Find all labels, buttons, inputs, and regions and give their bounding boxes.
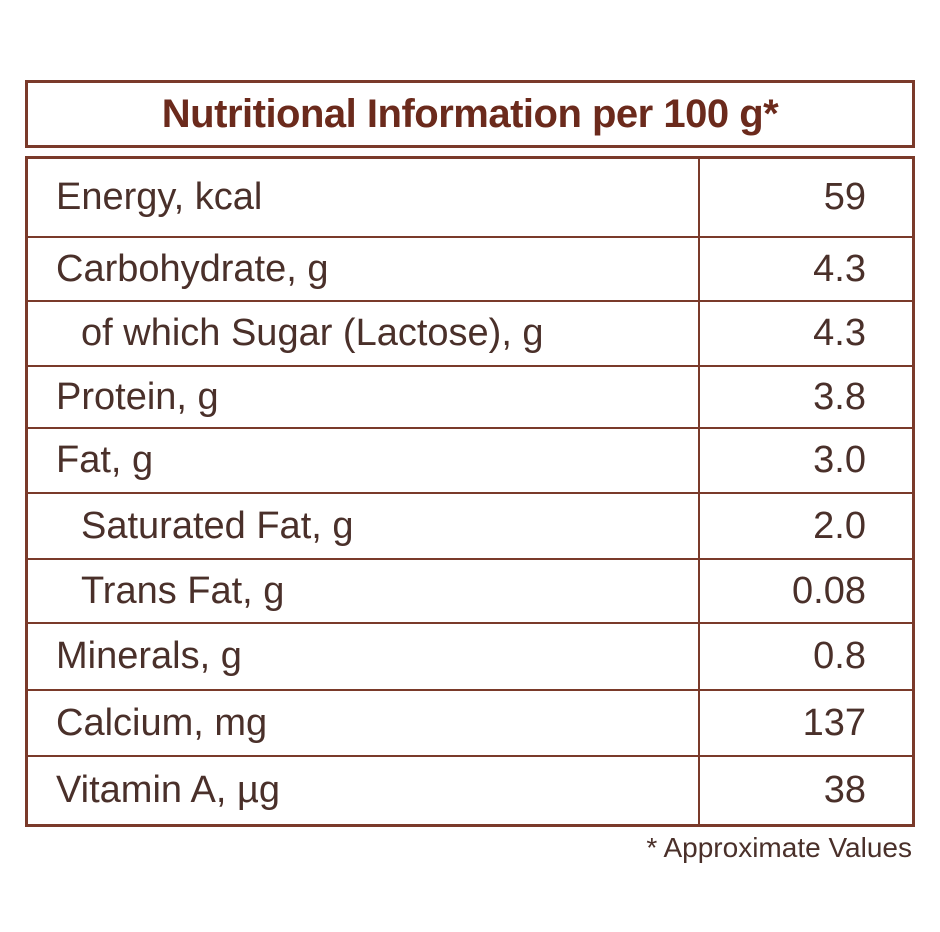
row-value: 4.3 [813,312,866,354]
row-value: 0.08 [792,569,866,612]
column-divider [698,159,700,824]
row-value: 3.8 [813,375,866,418]
row-label: Fat, g [56,439,154,481]
row-label: Minerals, g [56,635,242,677]
row-label: Trans Fat, g [81,569,285,612]
table-row: Saturated Fat, g 2.0 [28,492,912,558]
row-label: Saturated Fat, g [81,504,354,547]
row-label: Carbohydrate, g [56,247,329,290]
footnote: * Approximate Values [646,832,912,863]
table-row: Fat, g 3.0 [28,427,912,492]
table-row: Protein, g 3.8 [28,365,912,427]
row-label: Calcium, mg [56,701,268,744]
row-label: Vitamin A, µg [56,769,280,811]
row-label: Energy, kcal [56,176,263,218]
row-value: 137 [802,701,866,744]
table-row: Trans Fat, g 0.08 [28,558,912,622]
row-value: 59 [823,176,866,218]
row-label: Protein, g [56,375,219,418]
title-box: Nutritional Information per 100 g* [25,80,915,148]
nutrition-table: Energy, kcal 59 Carbohydrate, g 4.3 of which… [25,156,915,827]
title: Nutritional Information per 100 g* [161,91,779,136]
row-value: 4.3 [813,247,866,290]
table-row: Calcium, mg 137 [28,689,912,755]
row-label: of which Sugar (Lactose), g [81,312,544,354]
table-row: Carbohydrate, g 4.3 [28,236,912,300]
row-value: 38 [823,769,866,811]
row-value: 3.0 [813,439,866,481]
table-row: Minerals, g 0.8 [28,622,912,689]
row-value: 2.0 [813,504,866,547]
table-row: Vitamin A, µg 38 [28,755,912,824]
table-row: Energy, kcal 59 [28,159,912,236]
row-value: 0.8 [813,635,866,677]
table-row: of which Sugar (Lactose), g 4.3 [28,300,912,365]
